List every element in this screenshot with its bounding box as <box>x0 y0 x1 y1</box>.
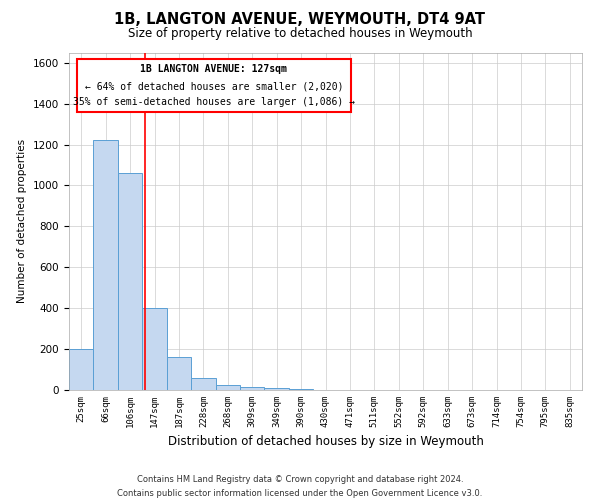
Bar <box>69 349 94 390</box>
Text: Contains HM Land Registry data © Crown copyright and database right 2024.
Contai: Contains HM Land Registry data © Crown c… <box>118 476 482 498</box>
Bar <box>118 173 142 390</box>
Text: Size of property relative to detached houses in Weymouth: Size of property relative to detached ho… <box>128 28 472 40</box>
Bar <box>240 387 265 390</box>
Text: 1B LANGTON AVENUE: 127sqm: 1B LANGTON AVENUE: 127sqm <box>140 64 287 74</box>
Text: 1B, LANGTON AVENUE, WEYMOUTH, DT4 9AT: 1B, LANGTON AVENUE, WEYMOUTH, DT4 9AT <box>115 12 485 28</box>
Bar <box>191 378 215 390</box>
Bar <box>167 358 191 390</box>
Text: 35% of semi-detached houses are larger (1,086) →: 35% of semi-detached houses are larger (… <box>73 97 355 107</box>
Bar <box>265 388 289 390</box>
Y-axis label: Number of detached properties: Number of detached properties <box>17 139 28 304</box>
X-axis label: Distribution of detached houses by size in Weymouth: Distribution of detached houses by size … <box>167 436 484 448</box>
Text: ← 64% of detached houses are smaller (2,020): ← 64% of detached houses are smaller (2,… <box>85 81 343 91</box>
Bar <box>94 140 118 390</box>
Bar <box>142 308 167 390</box>
Bar <box>215 385 240 390</box>
FancyBboxPatch shape <box>77 59 351 112</box>
